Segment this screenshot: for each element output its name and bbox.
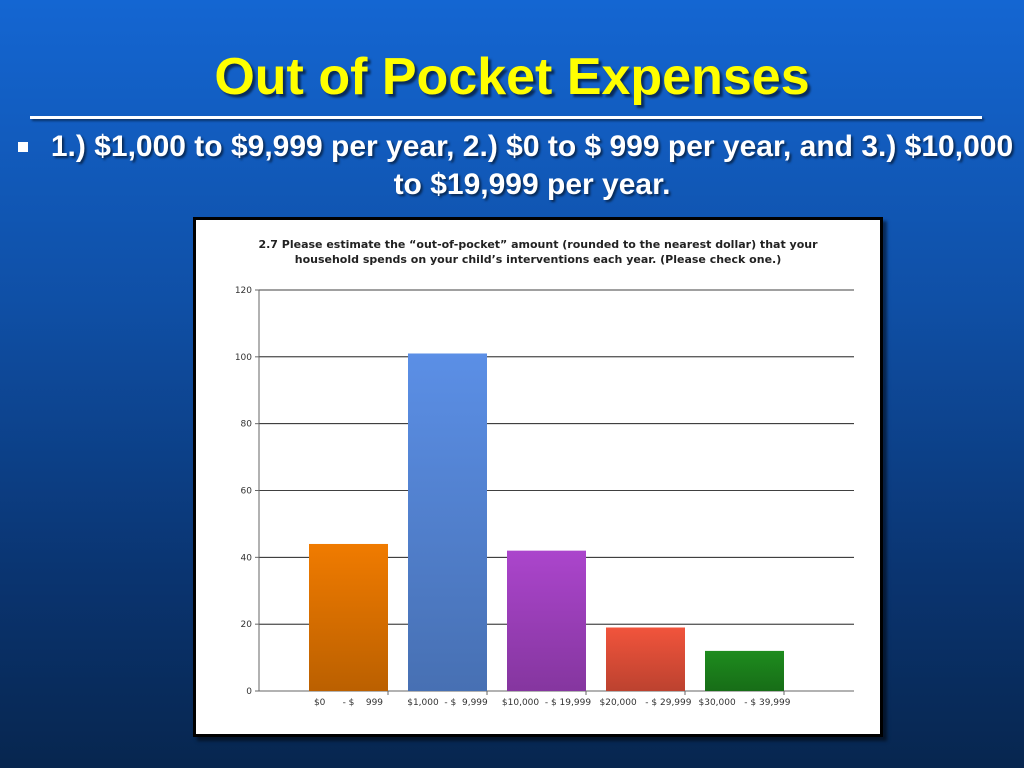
x-tick-label: $0 - $ 999 xyxy=(314,698,383,708)
y-tick-label: 40 xyxy=(241,553,253,563)
x-tick-label: $30,000 - $ 39,999 xyxy=(699,698,791,708)
bar xyxy=(507,550,586,691)
chart-title: 2.7 Please estimate the “out-of-pocket” … xyxy=(258,238,818,266)
y-tick-label: 120 xyxy=(235,286,252,296)
x-tick-label: $1,000 - $ 9,999 xyxy=(407,698,488,708)
y-tick-label: 80 xyxy=(241,420,253,430)
chart-frame: 2.7 Please estimate the “out-of-pocket” … xyxy=(193,217,883,737)
bar xyxy=(606,627,685,691)
y-tick-label: 60 xyxy=(241,487,253,497)
x-tick-label: $20,000 - $ 29,999 xyxy=(600,698,692,708)
slide-title: Out of Pocket Expenses xyxy=(214,48,810,106)
bar-chart: 0 20 40 60 80 100 120 $0 - $ 999 $1,000 - $ 9,99… xyxy=(235,286,854,708)
bullet-icon xyxy=(18,142,28,152)
bullet-text: 1.) $1,000 to $9,999 per year, 2.) $0 to… xyxy=(50,130,1014,201)
title-divider xyxy=(30,116,982,119)
bar xyxy=(309,543,388,691)
x-tick-label: $10,000 - $ 19,999 xyxy=(502,698,591,708)
y-tick-label: 0 xyxy=(246,687,252,697)
y-tick-label: 20 xyxy=(241,620,253,630)
bar xyxy=(408,353,487,691)
bar xyxy=(705,650,784,691)
y-tick-label: 100 xyxy=(235,353,252,363)
